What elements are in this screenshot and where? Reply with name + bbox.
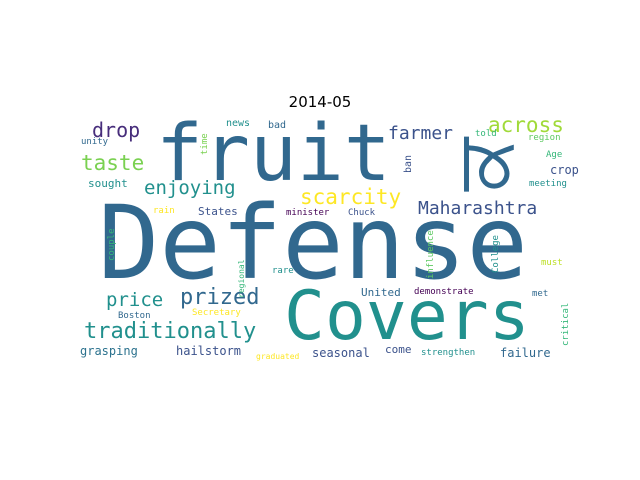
word-met: met [532,289,549,299]
word-enjoying: enjoying [144,177,236,199]
word-defense: Defense [98,184,528,303]
word-crop: crop [550,163,579,177]
word-seasonal: seasonal [312,346,370,360]
word-hindi: ਕ [439,137,529,191]
word-news: news [226,118,251,129]
word-graduated: graduated [256,352,300,361]
word-influence: influence [426,230,436,279]
chart-title: 2014-05 [288,93,352,111]
word-told: told [475,129,497,139]
word-taste: taste [81,151,145,175]
word-meeting: meeting [529,179,567,189]
word-boston: Boston [118,311,151,321]
word-rain: rain [153,206,175,216]
word-bad: bad [268,120,287,131]
word-strengthen: strengthen [421,348,476,358]
word-scarcity: scarcity [300,185,402,209]
word-drop: drop [92,118,141,142]
word-hailstorm: hailstorm [176,344,242,358]
word-failure: failure [500,346,551,360]
word-unity: unity [81,137,109,147]
word-ban: ban [403,154,414,173]
word-traditionally: traditionally [84,319,257,344]
word-fruit: fruit [156,109,391,199]
word-maharashtra: Maharashtra [418,198,538,219]
word-college: College [491,235,501,273]
word-prized: prized [180,285,260,310]
word-come: come [385,343,412,356]
word-farmer: farmer [388,123,454,144]
word-age: Age [546,150,563,160]
word-sought: sought [88,177,128,190]
word-secretary: Secretary [192,308,241,318]
word-covers: Covers [284,277,530,356]
word-demonstrate: demonstrate [414,287,474,297]
word-price: price [106,289,164,311]
word-couple: couple [107,228,117,261]
word-states: States [198,205,238,218]
word-must: must [541,258,563,268]
word-region: region [528,133,561,143]
word-united: United [361,286,401,299]
word-critical: critical [561,302,571,346]
word-grasping: grasping [80,344,138,358]
word-time: time [200,133,210,155]
word-minister: minister [286,208,330,218]
word-chuck: Chuck [348,208,376,218]
word-regional: regional [237,259,246,298]
word-rare: rare [272,266,294,276]
word-across: across [488,113,564,137]
word-cloud: Defense fruit Covers ਕ Maharashtra scarc… [78,109,579,366]
